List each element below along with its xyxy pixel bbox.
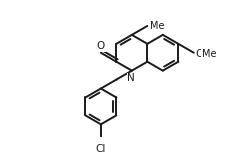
Text: N: N [127, 73, 135, 83]
Text: Me: Me [202, 49, 216, 59]
Text: Me: Me [150, 21, 164, 31]
Text: Cl: Cl [96, 144, 106, 153]
Text: O: O [196, 49, 204, 59]
Text: O: O [97, 41, 105, 51]
